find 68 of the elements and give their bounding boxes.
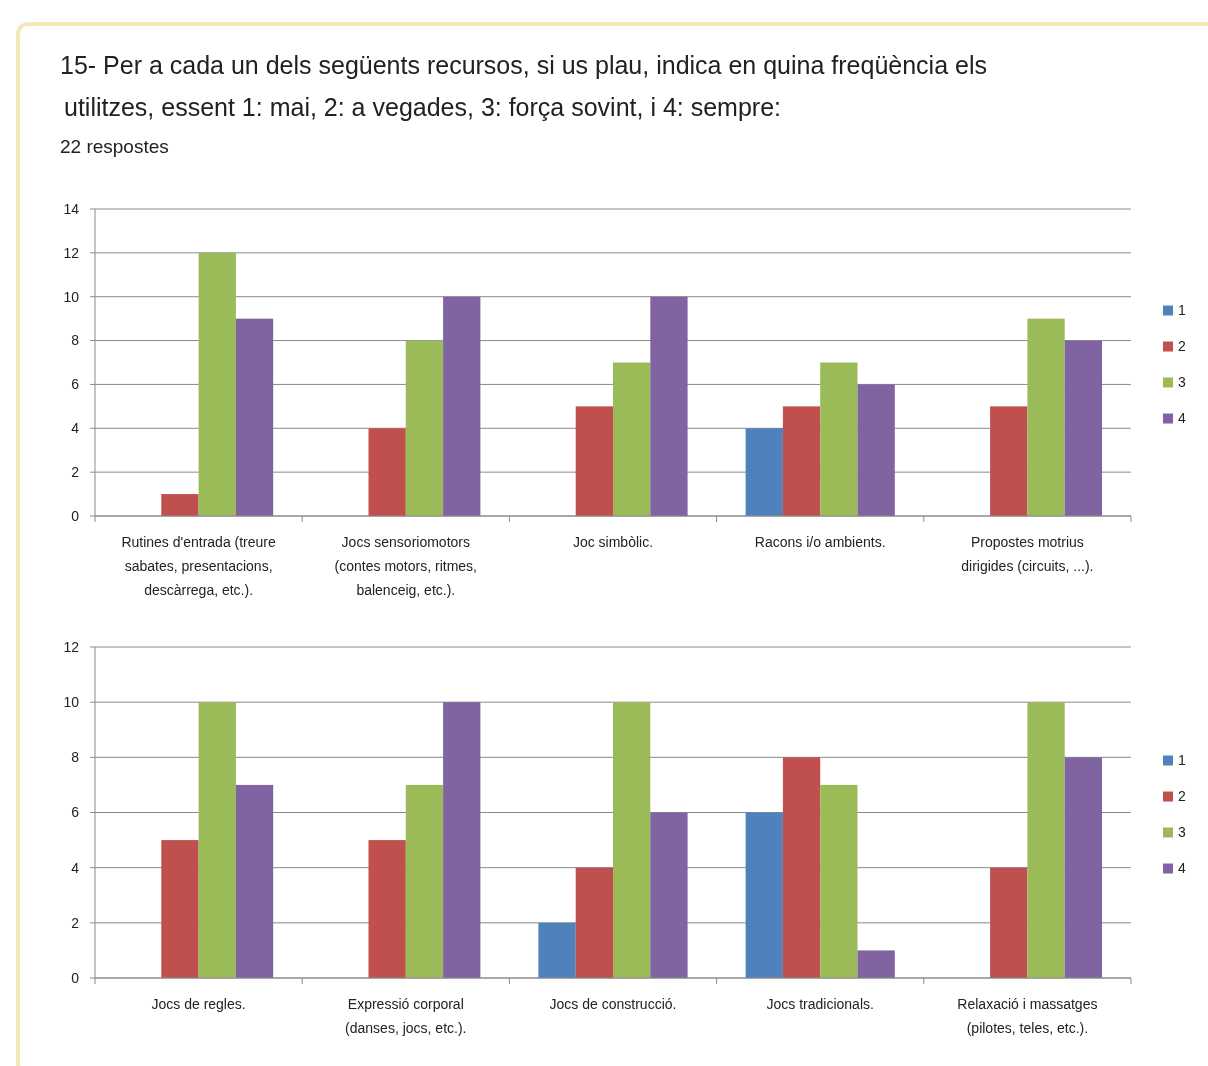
legend-label: 2: [1178, 338, 1186, 355]
bar: [443, 296, 481, 516]
legend-label: 1: [1178, 302, 1186, 319]
y-tick-label: 0: [71, 969, 80, 986]
y-tick-label: 8: [71, 749, 80, 766]
x-tick-label: Expressió corporal (danses, jocs, etc.).: [345, 996, 467, 1036]
bar: [650, 296, 688, 516]
y-tick-label: 12: [63, 244, 80, 261]
y-tick-label: 14: [63, 200, 80, 217]
bar: [235, 318, 274, 516]
bar: [990, 406, 1028, 516]
y-tick-label: 10: [63, 694, 80, 711]
bar: [538, 922, 576, 978]
bar: [443, 702, 481, 978]
chart-subtitle: 22 respostes: [60, 136, 169, 157]
bar: [1027, 702, 1065, 978]
bar: [745, 812, 783, 978]
bar: [990, 867, 1028, 978]
x-tick-label: Jocs de construcció.: [549, 996, 677, 1012]
y-tick-label: 6: [71, 376, 80, 393]
bar: [575, 867, 613, 978]
bar: [235, 784, 274, 978]
legend-label: 4: [1178, 410, 1186, 427]
x-tick-label: Racons i/o ambients.: [754, 534, 886, 550]
legend-label: 4: [1178, 860, 1186, 877]
x-tick-label: Joc simbòlic.: [572, 534, 654, 550]
bar: [820, 784, 858, 978]
y-tick-label: 4: [71, 859, 80, 876]
chart-title: 15- Per a cada un dels següents recursos, si us plau, indica en quina freqüència els utilitzes, essent 1: mai, 2: a vegades, 3: força sovint, i 4: sempre:: [60, 51, 987, 121]
y-tick-label: 12: [63, 638, 80, 655]
y-tick-label: 2: [71, 914, 80, 931]
bar: [575, 406, 613, 516]
bar: [650, 812, 688, 978]
bar: [161, 840, 199, 978]
bar: [368, 840, 406, 978]
bar: [198, 252, 236, 516]
bar: [368, 428, 406, 516]
bar: [1027, 318, 1065, 516]
legend-label: 3: [1178, 824, 1186, 841]
x-tick-label: Propostes motrius dirigides (circuits, ...).: [961, 534, 1094, 574]
bar: [782, 406, 821, 516]
bar: [857, 950, 895, 978]
x-tick-label: Jocs tradicionals.: [766, 996, 874, 1012]
bar: [820, 362, 858, 516]
x-tick-label: Rutines d'entrada (treure sabates, presentacions, descàrrega, etc.).: [121, 534, 277, 598]
bar: [782, 757, 821, 978]
y-tick-label: 10: [63, 288, 80, 305]
legend-label: 3: [1178, 374, 1186, 391]
y-tick-label: 2: [71, 464, 80, 481]
x-tick-label: Jocs de regles.: [151, 996, 246, 1012]
legend-label: 1: [1178, 752, 1186, 769]
bar: [745, 428, 783, 516]
x-tick-label: Jocs sensoriomotors (contes motors, ritmes, balenceig, etc.).: [334, 534, 477, 598]
bar: [1064, 340, 1102, 516]
bar: [198, 702, 236, 978]
bar: [405, 784, 444, 978]
y-tick-label: 6: [71, 804, 80, 821]
legend-label: 2: [1178, 788, 1186, 805]
bar: [1064, 757, 1102, 978]
y-tick-label: 4: [71, 420, 80, 437]
y-tick-label: 0: [71, 507, 80, 524]
bar: [613, 362, 651, 516]
bar: [613, 702, 651, 978]
x-tick-label: Relaxació i massatges (pilotes, teles, etc.).: [957, 996, 1098, 1036]
bar: [857, 384, 895, 516]
bar: [161, 494, 199, 516]
y-tick-label: 8: [71, 332, 80, 349]
bar: [405, 340, 444, 516]
